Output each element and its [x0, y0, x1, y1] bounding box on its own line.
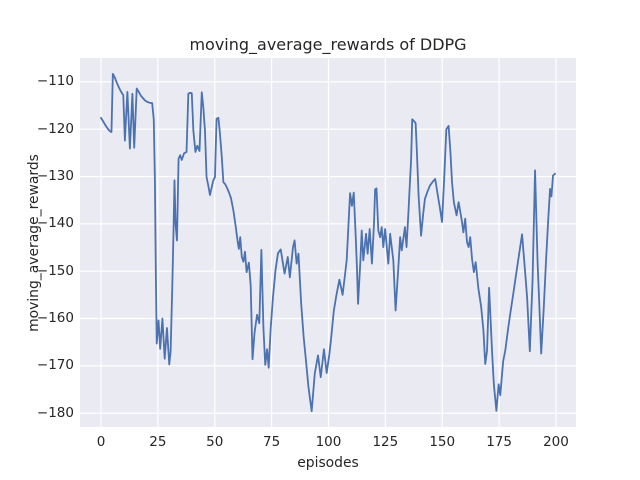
y-tick-label: −150	[36, 262, 74, 279]
x-tick-label: 200	[543, 434, 569, 450]
plot-area	[80, 57, 576, 428]
y-tick-label: −160	[36, 310, 74, 327]
y-tick-label: −110	[36, 73, 74, 90]
x-tick-label: 0	[96, 434, 106, 450]
y-tick-label: −130	[36, 168, 74, 185]
x-tick-label: 125	[372, 434, 399, 450]
x-tick-label: 100	[315, 434, 342, 450]
x-tick-label: 75	[263, 434, 281, 450]
x-axis-label: episodes	[297, 455, 359, 471]
reward-line-series	[100, 72, 556, 412]
y-tick-label: −170	[36, 357, 74, 374]
line-chart	[80, 57, 576, 428]
chart-title: moving_average_rewards of DDPG	[189, 35, 467, 54]
x-tick-label: 175	[486, 434, 512, 450]
x-tick-label: 50	[206, 434, 224, 450]
y-tick-label: −120	[36, 120, 74, 137]
x-tick-label: 150	[429, 434, 456, 450]
x-tick-label: 25	[149, 434, 167, 450]
y-tick-label: −180	[36, 404, 74, 421]
y-tick-label: −140	[36, 215, 74, 232]
